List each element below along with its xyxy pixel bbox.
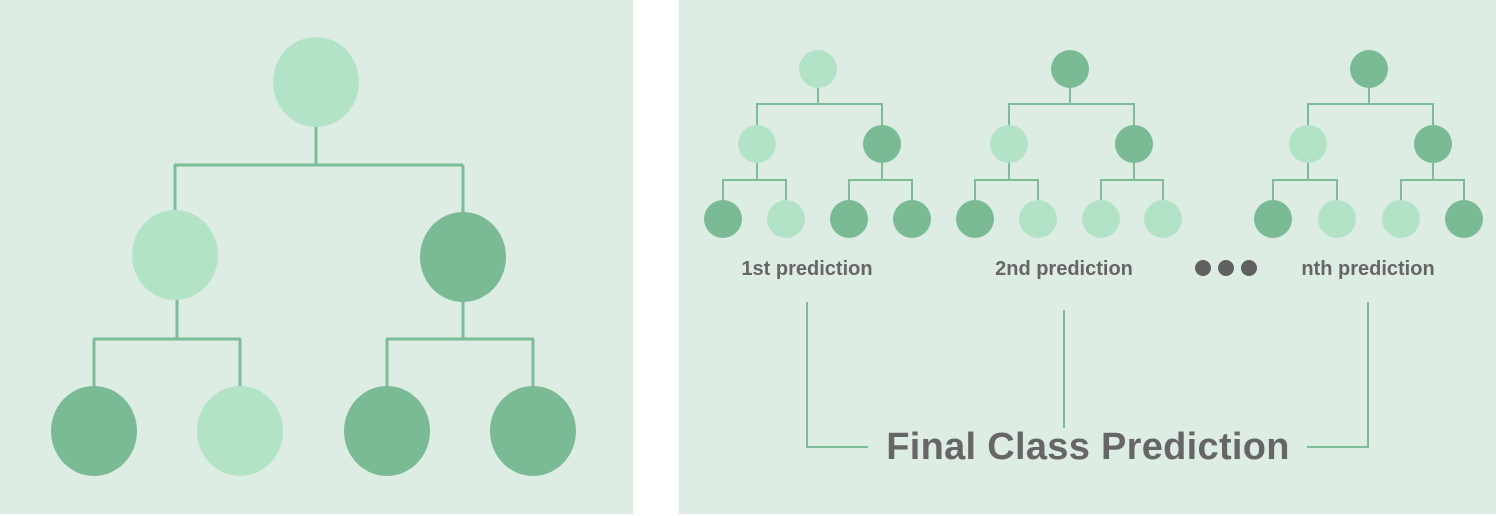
ellipsis-dot-2 — [1218, 260, 1234, 276]
tree-1-prediction-label: 1st prediction — [741, 258, 873, 280]
forest-tree-1 — [704, 50, 931, 238]
leaf-node-4 — [893, 200, 931, 238]
forest-tree-2 — [956, 50, 1182, 238]
leaf-node-2 — [1019, 200, 1057, 238]
tree-n-prediction-label: nth prediction — [1301, 258, 1435, 280]
final-class-prediction-label: Final Class Prediction — [886, 426, 1290, 468]
leaf-node-3 — [830, 200, 868, 238]
root-node — [273, 37, 359, 127]
leaf-node-1 — [1254, 200, 1292, 238]
tree-2-prediction-label: 2nd prediction — [995, 258, 1133, 280]
leaf-node-2 — [767, 200, 805, 238]
internal-node-left — [1289, 125, 1327, 163]
leaf-node-4 — [490, 386, 576, 476]
root-node — [799, 50, 837, 88]
vote-aggregation-lines — [806, 302, 1369, 448]
internal-node-right — [420, 212, 506, 302]
single-decision-tree — [51, 37, 576, 476]
leaf-node-2 — [1318, 200, 1356, 238]
root-node — [1350, 50, 1388, 88]
internal-node-right — [1414, 125, 1452, 163]
internal-node-right — [863, 125, 901, 163]
forest-tree-3 — [1254, 50, 1483, 238]
ellipsis-dot-1 — [1195, 260, 1211, 276]
forest-trees — [704, 50, 1483, 238]
leaf-node-4 — [1445, 200, 1483, 238]
internal-node-left — [132, 210, 218, 300]
root-node — [1051, 50, 1089, 88]
internal-node-left — [990, 125, 1028, 163]
internal-node-right — [1115, 125, 1153, 163]
leaf-node-3 — [1082, 200, 1120, 238]
leaf-node-1 — [956, 200, 994, 238]
ellipsis-dot-3 — [1241, 260, 1257, 276]
ellipsis-dots — [1195, 260, 1257, 276]
leaf-node-3 — [1382, 200, 1420, 238]
leaf-node-2 — [197, 386, 283, 476]
internal-node-left — [738, 125, 776, 163]
leaf-node-1 — [704, 200, 742, 238]
leaf-node-1 — [51, 386, 137, 476]
leaf-node-3 — [344, 386, 430, 476]
leaf-node-4 — [1144, 200, 1182, 238]
